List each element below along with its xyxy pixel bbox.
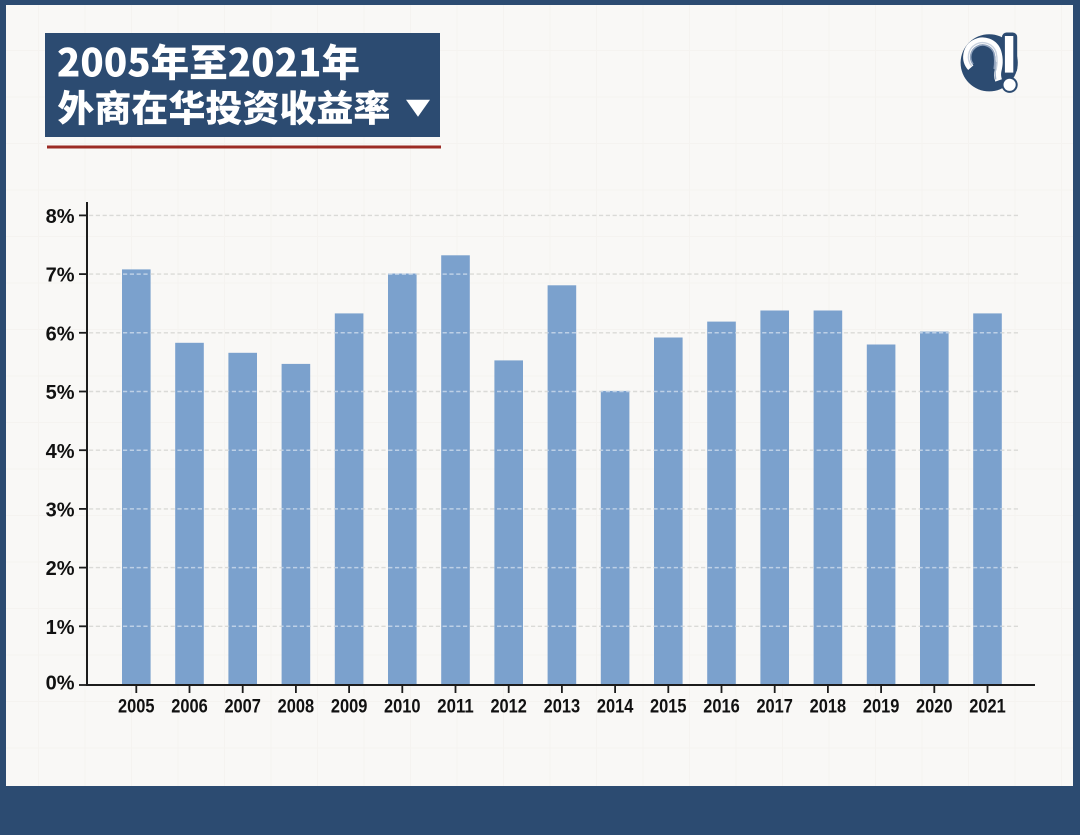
- svg-text:7%: 7%: [46, 265, 75, 287]
- svg-text:2013: 2013: [544, 696, 581, 717]
- svg-text:6%: 6%: [46, 323, 75, 345]
- svg-text:8%: 8%: [46, 206, 75, 228]
- svg-text:2021: 2021: [969, 696, 1006, 717]
- svg-text:2010: 2010: [384, 696, 421, 717]
- svg-text:2014: 2014: [597, 696, 634, 717]
- svg-text:2016: 2016: [703, 696, 740, 717]
- svg-text:0%: 0%: [46, 673, 75, 695]
- svg-text:2007: 2007: [224, 696, 261, 717]
- svg-text:5%: 5%: [46, 382, 75, 404]
- svg-text:2020: 2020: [916, 696, 953, 717]
- svg-text:2018: 2018: [810, 696, 847, 717]
- svg-text:2009: 2009: [331, 696, 368, 717]
- svg-text:1%: 1%: [46, 617, 75, 639]
- svg-text:3%: 3%: [46, 500, 75, 522]
- svg-text:2011: 2011: [437, 696, 474, 717]
- svg-text:2019: 2019: [863, 696, 900, 717]
- svg-text:2015: 2015: [650, 696, 687, 717]
- svg-text:2005: 2005: [118, 696, 155, 717]
- svg-text:2012: 2012: [490, 696, 527, 717]
- svg-text:2006: 2006: [171, 696, 208, 717]
- svg-text:4%: 4%: [46, 441, 75, 463]
- svg-text:2008: 2008: [278, 696, 315, 717]
- svg-text:2017: 2017: [756, 696, 793, 717]
- svg-text:2%: 2%: [46, 558, 75, 580]
